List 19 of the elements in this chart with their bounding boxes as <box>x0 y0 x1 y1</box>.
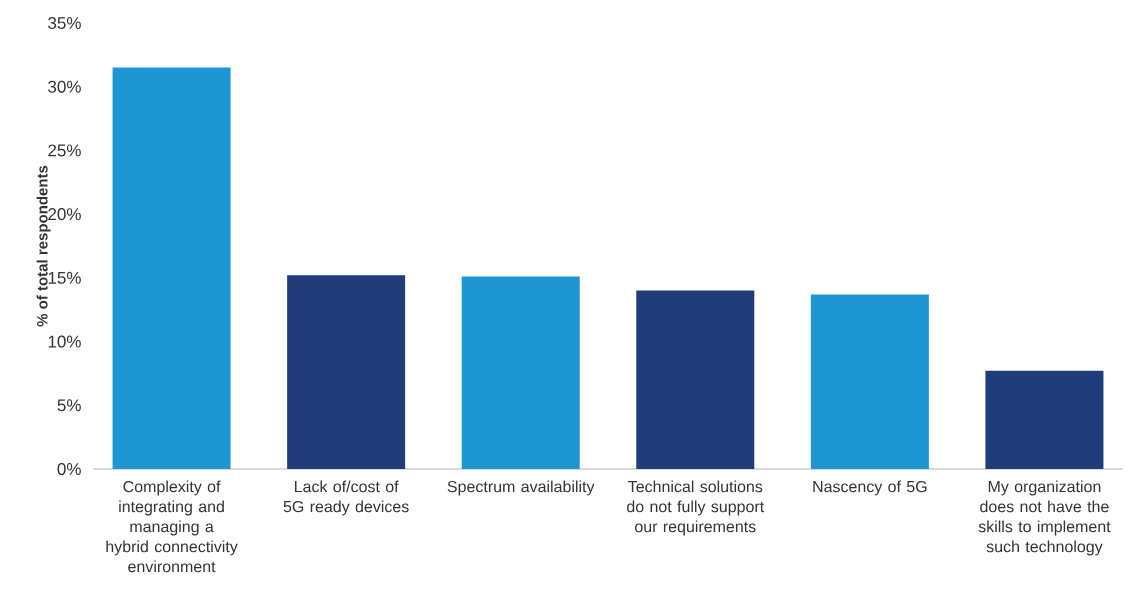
bar <box>636 290 755 469</box>
x-tick-label: Technical solutions do not fully support our requirements <box>627 480 765 536</box>
y-tick-label: 25% <box>48 144 81 157</box>
bar <box>287 275 406 469</box>
bar <box>985 370 1104 469</box>
bar <box>461 276 580 469</box>
y-tick-label: 10% <box>48 335 81 348</box>
x-tick-label: Spectrum availability <box>447 480 595 496</box>
x-tick-label: Complexity of integrating and managing a hybrid connectivity environment <box>106 480 238 573</box>
y-tick-label: 15% <box>48 271 81 284</box>
y-tick-label: 35% <box>48 16 81 30</box>
x-tick-label: Lack of/cost of 5G ready devices <box>283 480 409 516</box>
bar <box>810 294 929 469</box>
x-tick-label: Nascency of 5G <box>813 480 927 496</box>
bar <box>112 67 231 469</box>
y-tick-label: 30% <box>48 80 81 93</box>
y-tick-label: 0% <box>57 462 81 476</box>
y-tick-label: 5% <box>57 399 81 412</box>
x-tick-label: My organization does not have the skills to implement such technology <box>978 480 1111 556</box>
